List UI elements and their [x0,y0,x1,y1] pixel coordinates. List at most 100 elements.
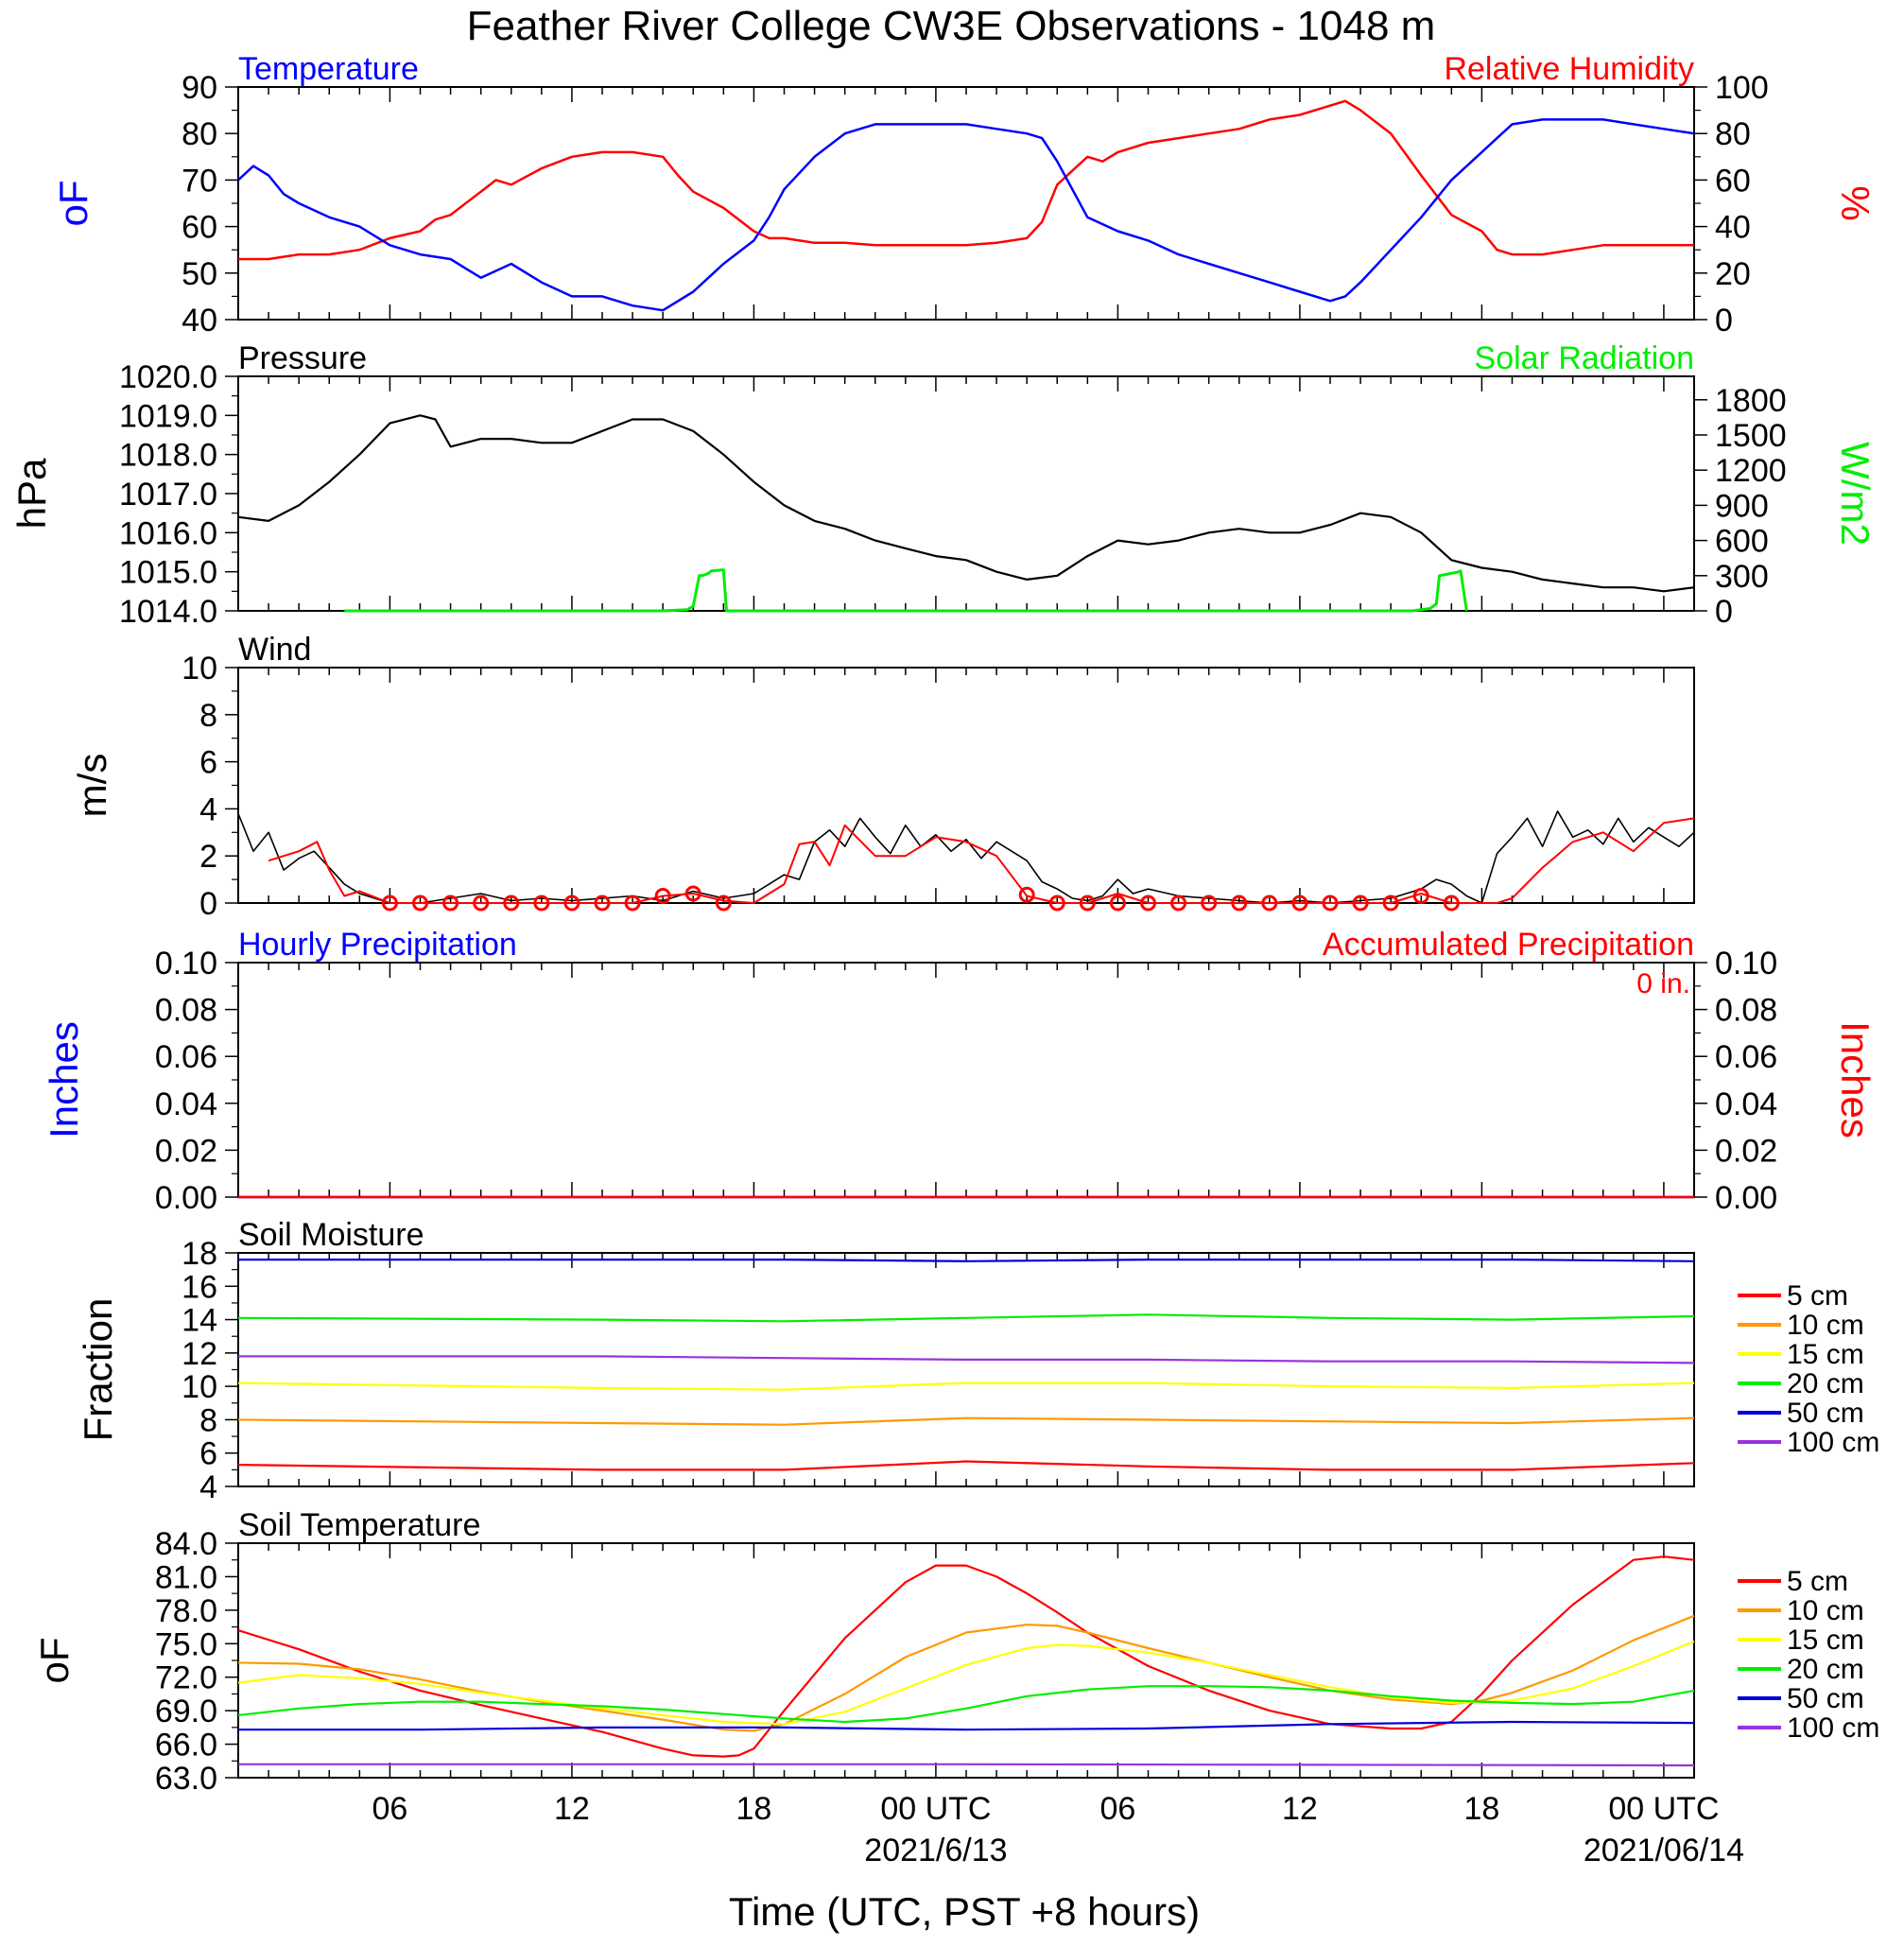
precip-ytick-label: 0.08 [155,993,217,1029]
wind-panel: 0 2 4 6 8 10 Wind m/s [70,632,1695,922]
temp_rh-panel: 40 50 60 70 80 90 0 20 40 60 80 100 Temperature Relat… [51,51,1878,339]
x-tick-label: 00 UTC [880,1791,991,1827]
soil-temp-title: Soil Temperature [238,1507,480,1543]
wind-hourly-marker [442,895,459,912]
temp_rh-ytick-label: 90 [182,70,217,106]
soil_temp-legend-label: 100 cm [1787,1712,1879,1744]
wind-ytick-label: 8 [199,698,217,734]
temp_rh-ytick-label-right: 60 [1715,163,1751,199]
wind-hourly-marker [715,895,732,912]
wind-hourly-marker [563,895,580,912]
soil_moisture-series-100-cm [238,1355,1695,1364]
wind-ytick-label: 2 [199,839,217,875]
soil_moisture-ytick-label: 6 [199,1436,217,1472]
pressure-title: Pressure [238,340,367,376]
temp_rh-series-relative-humidity [238,99,1694,261]
pressure_solar-ytick-label-right: 0 [1715,594,1733,630]
temp_rh-frame [237,86,1695,321]
temp_rh-ytick-label-right: 20 [1715,256,1751,292]
soil_temp-series-5-cm [237,1555,1695,1758]
x-tick-label: 00 UTC [1608,1791,1719,1827]
pressure_solar-series-solar-radiation [344,568,1468,613]
soil_temp-series-20-cm [237,1685,1695,1724]
wind-hourly-marker [1352,895,1369,912]
wind-hourly-marker [381,895,398,912]
wind-series-mean-wind [268,817,1695,904]
soil_temp-legend-label: 15 cm [1787,1625,1864,1656]
soil_temp-ytick-label: 84.0 [155,1526,217,1562]
precip-ytick-label-right: 0.08 [1715,993,1777,1029]
wind-ytick-label: 10 [182,651,217,686]
wind-hourly-marker [1412,888,1429,905]
pressure_solar-series-pressure [237,414,1695,593]
wind-hourly-marker [1231,895,1248,912]
soil_moisture-legend-label: 50 cm [1787,1398,1864,1429]
wind-frame [237,667,1695,904]
temp_rh-ytick-label: 80 [182,116,217,152]
wind-hourly-marker [1291,895,1308,912]
soil_temp-legend-label: 5 cm [1787,1566,1848,1597]
precip-ytick-label: 0.00 [155,1180,217,1216]
pressure_solar-ytick-label: 1016.0 [119,515,217,551]
wind-hourly-marker [412,895,428,912]
precip-ytick-label: 0.06 [155,1039,217,1075]
precip-ytick-label-right: 0.04 [1715,1086,1777,1122]
wind-hourly-marker [1443,895,1460,912]
precip-ytick-label-right: 0.02 [1715,1133,1777,1169]
soil_moisture-series-15-cm [237,1381,1695,1391]
wind-title: Wind [238,632,311,668]
soil_moisture-legend-label: 20 cm [1787,1368,1864,1399]
wind-unit-label: m/s [70,754,114,818]
accum-precip-title: Accumulated Precipitation [1323,927,1694,963]
precip-frame [237,962,1695,1198]
pressure_solar-frame [237,375,1695,612]
x-axis-label: Time (UTC, PST +8 hours) [729,1889,1200,1934]
temp_rh-ytick-label-right: 100 [1715,70,1769,106]
x-date-label: 2021/6/13 [864,1833,1007,1868]
temp_rh-ytick-label-right: 80 [1715,116,1751,152]
soil_moisture-series-10-cm [237,1416,1695,1426]
soil_moisture-legend-label: 10 cm [1787,1310,1864,1341]
wind-hourly-marker [1261,895,1278,912]
temp_rh-series-temperature [237,118,1695,312]
wind-ytick-label: 4 [199,791,217,827]
soil_moisture-ytick-label: 12 [182,1336,217,1372]
x-tick-label: 18 [1464,1791,1500,1827]
soil_moisture-ytick-label: 16 [182,1269,217,1305]
wind-hourly-marker [1048,895,1065,912]
x-axis: 06 12 18 00 UTC 06 12 18 00 UTC 2021/6/13 2021/06… [372,1791,1744,1868]
soil_temp-frame [237,1542,1695,1779]
soil_temp-ytick-label: 75.0 [155,1626,217,1662]
soil_temp-unit-label: oF [32,1637,77,1683]
soil_moisture-ytick-label: 8 [199,1402,217,1438]
humidity-title: Relative Humidity [1444,51,1694,87]
temp_rh-ytick-label: 40 [182,303,217,339]
soil_temp-ytick-label: 69.0 [155,1694,217,1729]
x-date-label: 2021/06/14 [1584,1833,1744,1868]
wind-ytick-label: 6 [199,745,217,781]
pressure_solar-unit-label: W/m2 [1833,442,1878,546]
temp_rh-unit-label: % [1833,185,1878,220]
soil_temp-panel: 63.066.069.072.075.078.081.084.0 Soil Tem… [32,1507,1879,1797]
pressure_solar-ytick-label-right: 900 [1715,488,1769,524]
wind-hourly-marker [654,888,671,905]
pressure_solar-ytick-label-right: 1500 [1715,418,1787,454]
wind-hourly-marker [624,895,641,912]
wind-hourly-marker [533,895,550,912]
pressure_solar-ytick-label-right: 1200 [1715,453,1787,489]
x-tick-label: 12 [554,1791,590,1827]
soil_temp-ytick-label: 78.0 [155,1593,217,1629]
soil_temp-ytick-label: 63.0 [155,1761,217,1797]
x-tick-label: 06 [1100,1791,1136,1827]
temp_rh-ytick-label: 50 [182,256,217,292]
chart-title: Feather River College CW3E Observations … [467,3,1436,49]
pressure_solar-ytick-label-right: 600 [1715,524,1769,560]
precip-ytick-label: 0.02 [155,1133,217,1169]
hourly-precip-title: Hourly Precipitation [238,927,517,963]
soil_moisture-series-50-cm [238,1258,1695,1262]
accum-precip-total: 0 in. [1636,968,1690,999]
